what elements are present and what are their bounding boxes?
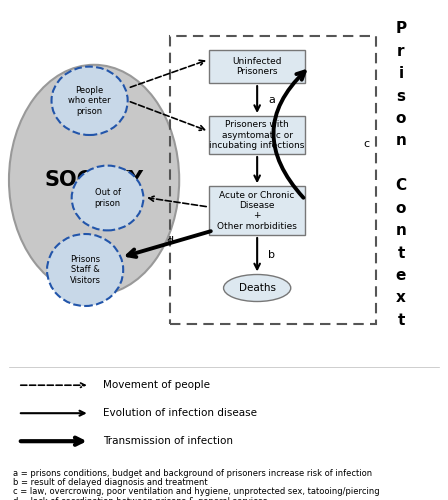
FancyBboxPatch shape	[209, 116, 306, 154]
Text: a = prisons conditions, budget and background of prisoners increase risk of infe: a = prisons conditions, budget and backg…	[13, 469, 373, 478]
Text: C: C	[396, 178, 406, 194]
FancyBboxPatch shape	[209, 186, 306, 235]
Ellipse shape	[52, 66, 128, 135]
FancyBboxPatch shape	[209, 50, 306, 83]
Text: SOCIETY: SOCIETY	[44, 170, 144, 190]
Ellipse shape	[47, 234, 123, 306]
Text: n: n	[396, 134, 406, 148]
Text: d = lack of coordination between prisons & general services: d = lack of coordination between prisons…	[13, 496, 268, 500]
Text: e: e	[396, 268, 406, 283]
Ellipse shape	[9, 65, 179, 295]
Text: o: o	[396, 200, 406, 216]
Text: n: n	[396, 223, 406, 238]
Text: r: r	[397, 44, 405, 59]
Text: i: i	[398, 66, 404, 81]
Text: c = law, overcrowing, poor ventilation and hygiene, unprotected sex, tatooing/pi: c = law, overcrowing, poor ventilation a…	[13, 488, 380, 496]
Text: Acute or Chronic
Disease
+
Other morbidities: Acute or Chronic Disease + Other morbidi…	[217, 190, 297, 230]
Text: Deaths: Deaths	[239, 283, 276, 293]
Ellipse shape	[72, 166, 143, 230]
Text: Uninfected
Prisoners: Uninfected Prisoners	[233, 57, 282, 76]
Text: Prisoners with
asymtomatic or
incubating infections: Prisoners with asymtomatic or incubating…	[210, 120, 305, 150]
Text: People
who enter
prison: People who enter prison	[68, 86, 111, 116]
Text: b: b	[268, 250, 276, 260]
Text: Movement of people: Movement of people	[103, 380, 210, 390]
Text: Out of
prison: Out of prison	[95, 188, 121, 208]
Text: c: c	[363, 139, 369, 149]
Text: t: t	[397, 246, 405, 260]
Text: d: d	[167, 236, 174, 246]
Text: b = result of delayed diagnosis and treatment: b = result of delayed diagnosis and trea…	[13, 478, 208, 488]
Text: Prisons
Staff &
Visitors: Prisons Staff & Visitors	[69, 255, 101, 285]
Text: Transmission of infection: Transmission of infection	[103, 436, 233, 446]
Text: s: s	[396, 88, 405, 104]
Text: t: t	[397, 313, 405, 328]
Ellipse shape	[224, 274, 291, 301]
Text: P: P	[396, 22, 406, 36]
Text: x: x	[396, 290, 406, 306]
Text: a: a	[268, 94, 275, 104]
Bar	[170, 36, 376, 324]
Text: Evolution of infection disease: Evolution of infection disease	[103, 408, 257, 418]
Text: o: o	[396, 111, 406, 126]
